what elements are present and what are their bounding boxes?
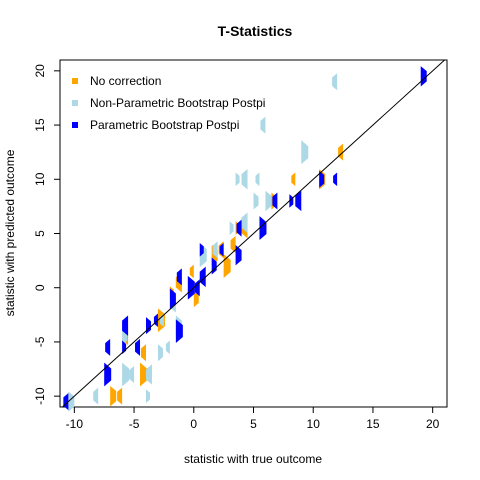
x-tick-label: 0 <box>190 417 197 431</box>
data-point <box>145 364 152 385</box>
data-point <box>129 365 135 383</box>
legend-swatch <box>72 100 78 106</box>
x-tick-label: 5 <box>250 417 257 431</box>
data-point <box>68 391 75 412</box>
data-point <box>253 192 259 210</box>
data-point <box>110 385 117 407</box>
data-point <box>122 315 129 336</box>
data-point <box>157 344 163 362</box>
legend-swatch <box>72 78 78 84</box>
data-point <box>241 169 248 190</box>
y-tick-label: 20 <box>33 64 47 78</box>
x-tick-label: 15 <box>366 417 380 431</box>
y-tick-label: 5 <box>33 230 47 237</box>
data-point <box>122 362 130 387</box>
data-point <box>301 140 309 165</box>
data-point <box>93 387 99 405</box>
y-tick-label: 10 <box>33 172 47 186</box>
data-point <box>259 216 267 240</box>
x-tick-label: 10 <box>307 417 321 431</box>
data-marks <box>63 66 427 412</box>
data-point <box>265 190 272 212</box>
data-point <box>420 66 427 87</box>
data-point <box>223 254 231 278</box>
data-point <box>235 244 242 266</box>
data-point <box>212 241 218 259</box>
x-tick-label: 20 <box>426 417 440 431</box>
y-axis: -10 -5 0 5 10 15 20 <box>33 64 60 405</box>
data-point <box>295 190 302 212</box>
x-tick-label: -5 <box>129 417 140 431</box>
data-point <box>176 268 182 286</box>
data-point <box>169 288 176 309</box>
data-point <box>187 275 195 300</box>
x-axis-label: statistic with true outcome <box>184 452 322 466</box>
data-point <box>117 387 123 405</box>
y-tick-label: 0 <box>33 284 47 291</box>
data-point <box>333 172 338 187</box>
y-tick-label: 15 <box>33 118 47 132</box>
data-point <box>260 116 266 134</box>
legend-label: Parametric Bootstrap Postpi <box>90 118 239 132</box>
data-point <box>236 219 242 237</box>
data-point <box>122 340 127 355</box>
data-point <box>199 266 206 288</box>
data-point <box>140 362 148 387</box>
data-point <box>105 338 111 356</box>
data-point <box>229 221 234 235</box>
data-point <box>175 319 183 343</box>
data-point <box>332 73 338 91</box>
data-point <box>159 313 164 328</box>
data-point <box>146 389 150 403</box>
y-tick-label: -5 <box>33 336 47 347</box>
data-point <box>141 344 146 362</box>
identity-reference-line <box>61 60 446 407</box>
data-point <box>272 192 278 210</box>
data-point <box>338 143 344 161</box>
data-point <box>153 313 158 328</box>
legend-label: Non-Parametric Bootstrap Postpi <box>90 96 265 110</box>
data-point <box>165 340 170 355</box>
series-parametric-bootstrap-postpi <box>63 66 427 411</box>
legend-swatch <box>72 122 78 128</box>
legend-label: No correction <box>90 74 161 88</box>
data-point <box>219 242 224 257</box>
data-point <box>104 362 112 387</box>
data-point <box>199 242 204 257</box>
y-axis-label: statistic with predicted outcome <box>3 149 17 316</box>
data-point <box>135 338 141 356</box>
data-point <box>189 264 194 279</box>
x-axis: -10 -5 0 5 10 15 20 <box>66 407 440 431</box>
data-point <box>63 393 69 411</box>
data-point <box>289 194 294 208</box>
y-tick-label: -10 <box>33 387 47 405</box>
data-point <box>255 172 260 187</box>
data-point <box>319 170 325 188</box>
data-point <box>241 212 248 233</box>
legend: No correction Non-Parametric Bootstrap Po… <box>72 74 265 132</box>
x-tick-label: -10 <box>66 417 84 431</box>
data-point <box>291 172 296 187</box>
data-point <box>235 172 240 187</box>
chart-title: T-Statistics <box>218 23 293 39</box>
data-point <box>230 235 236 253</box>
